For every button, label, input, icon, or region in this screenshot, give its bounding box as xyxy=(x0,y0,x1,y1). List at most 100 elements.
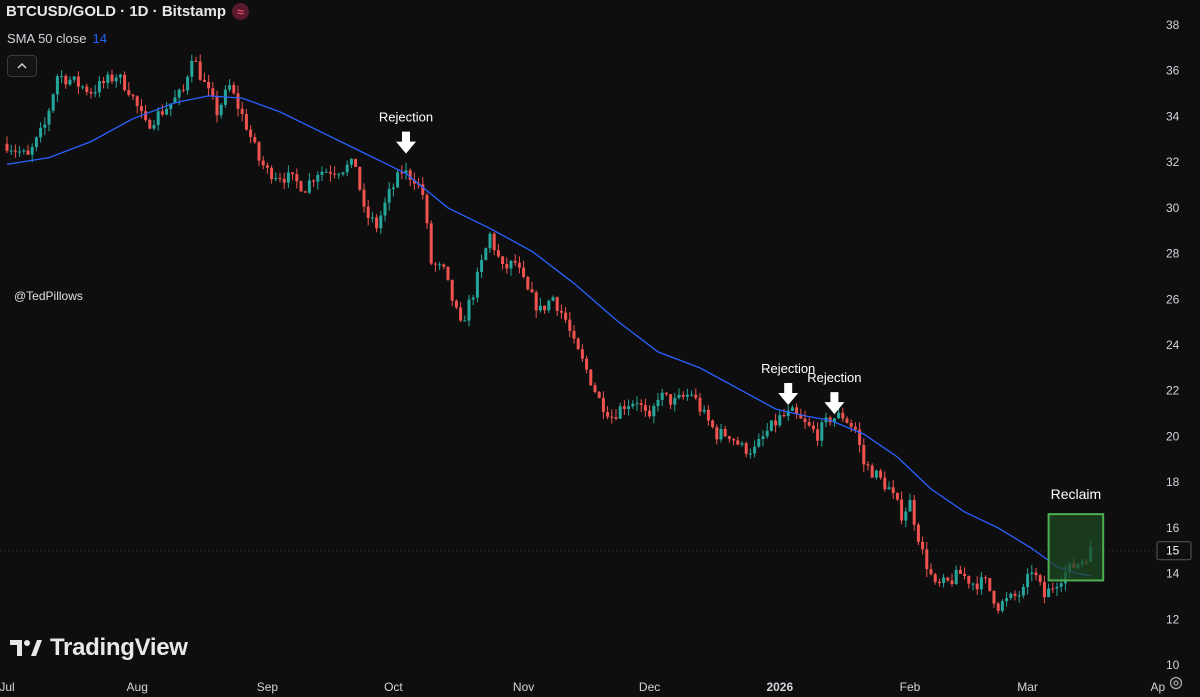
candle-body xyxy=(123,74,127,91)
candle-body xyxy=(1042,581,1046,598)
candle-body xyxy=(606,412,610,417)
candle-body xyxy=(463,320,467,322)
candle-body xyxy=(391,187,395,189)
candle-body xyxy=(1021,587,1025,596)
candle-body xyxy=(942,577,946,584)
candle-body xyxy=(328,171,332,174)
candle-body xyxy=(631,403,635,407)
candle-body xyxy=(240,108,244,115)
candle-body xyxy=(349,158,353,165)
tradingview-logo[interactable]: TradingView xyxy=(10,634,188,662)
candle-body xyxy=(719,429,723,440)
candle-body xyxy=(1034,572,1038,576)
y-tick-label: 36 xyxy=(1166,64,1180,78)
candle-body xyxy=(316,174,320,182)
y-tick-label: 22 xyxy=(1166,384,1180,398)
x-tick-label: Dec xyxy=(639,680,660,694)
candle-body xyxy=(169,103,173,110)
candle-body xyxy=(530,289,534,293)
candle-body xyxy=(341,172,345,175)
chart-header: BTCUSD/GOLD · 1D · Bitstamp ≈ xyxy=(6,3,250,20)
candle-body xyxy=(55,76,59,95)
current-price-tag xyxy=(1156,541,1192,561)
candle-body xyxy=(921,541,925,550)
candle-body xyxy=(333,173,337,175)
indicator-legend[interactable]: SMA 50 close 14 xyxy=(7,31,107,46)
y-tick-label: 18 xyxy=(1166,475,1180,489)
x-tick-label: Sep xyxy=(257,680,279,694)
candle-body xyxy=(543,305,547,311)
candle-body xyxy=(1030,572,1034,574)
candle-body xyxy=(1017,595,1021,597)
candle-body xyxy=(135,96,139,107)
candle-body xyxy=(72,76,76,80)
indicator-label: SMA 50 close xyxy=(7,31,87,46)
candle-body xyxy=(131,94,135,97)
candle-body xyxy=(786,410,790,417)
candle-body xyxy=(685,394,689,397)
candle-body xyxy=(76,76,80,87)
candle-body xyxy=(358,166,362,190)
x-tick-label: Aug xyxy=(127,680,148,694)
candle-body xyxy=(765,430,769,437)
candle-body xyxy=(387,188,391,203)
candle-body xyxy=(732,438,736,441)
candle-body xyxy=(253,137,257,143)
candle-body xyxy=(198,61,202,80)
candle-body xyxy=(622,406,626,409)
y-tick-label: 26 xyxy=(1166,292,1180,306)
candle-body xyxy=(148,119,152,129)
candle-body xyxy=(954,569,958,584)
candle-body xyxy=(551,297,555,301)
candle-body xyxy=(93,92,97,94)
candle-body xyxy=(627,406,631,409)
settings-gear-icon[interactable] xyxy=(1168,675,1184,691)
candle-body xyxy=(677,394,681,398)
symbol-title[interactable]: BTCUSD/GOLD · 1D · Bitstamp xyxy=(6,3,227,20)
candle-body xyxy=(43,124,47,128)
candle-body xyxy=(219,104,223,116)
candle-body xyxy=(816,429,820,441)
candle-body xyxy=(97,80,101,93)
candle-body xyxy=(114,77,118,82)
candle-body xyxy=(744,443,748,454)
candle-body xyxy=(127,90,131,95)
reclaim-box xyxy=(1047,513,1105,582)
candle-body xyxy=(984,577,988,579)
candle-body xyxy=(60,76,64,78)
candle-body xyxy=(790,407,794,411)
candle-body xyxy=(144,111,148,120)
candle-body xyxy=(354,158,358,167)
rejection-label: Rejection xyxy=(379,110,433,125)
candle-body xyxy=(362,189,366,207)
candle-body xyxy=(664,392,668,395)
candle-body xyxy=(509,260,513,269)
y-tick-label: 28 xyxy=(1166,247,1180,261)
reclaim-label: Reclaim xyxy=(1051,486,1102,502)
candle-body xyxy=(559,310,563,313)
candle-body xyxy=(853,426,857,430)
candle-body xyxy=(81,86,85,88)
candle-body xyxy=(9,150,13,152)
collapse-legend-button[interactable] xyxy=(7,55,37,77)
candle-body xyxy=(1000,601,1004,611)
candle-body xyxy=(648,410,652,417)
y-tick-label: 14 xyxy=(1166,567,1180,581)
candle-body xyxy=(799,414,803,419)
candle-body xyxy=(232,85,236,94)
x-tick-label: 2026 xyxy=(766,680,793,694)
candle-body xyxy=(870,465,874,478)
rejection-arrow-icon xyxy=(396,131,416,154)
candle-body xyxy=(837,412,841,419)
candle-body xyxy=(89,91,93,94)
candle-body xyxy=(748,453,752,455)
candle-body xyxy=(160,111,164,115)
candle-body xyxy=(484,248,488,261)
candle-body xyxy=(887,487,891,490)
candle-body xyxy=(547,300,551,311)
candle-body xyxy=(265,165,269,168)
candle-body xyxy=(832,418,836,423)
candle-body xyxy=(278,178,282,180)
candle-body xyxy=(841,412,845,419)
